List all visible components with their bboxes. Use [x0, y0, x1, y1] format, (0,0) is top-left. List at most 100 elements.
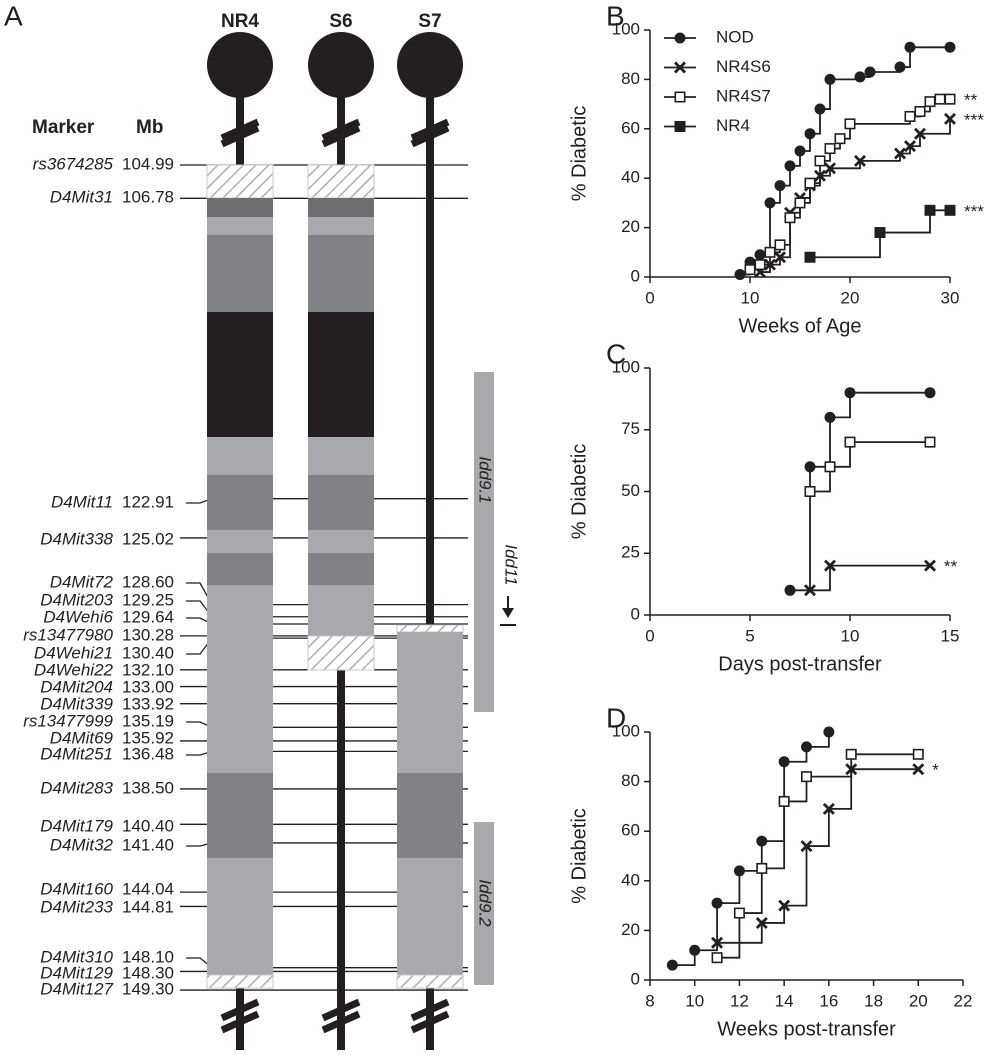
congenic-block: [307, 635, 375, 671]
step-line: [717, 753, 919, 959]
y-tick-label: 25: [621, 543, 640, 562]
point: [800, 840, 813, 853]
marker-mb: 133.00: [122, 677, 174, 696]
point: [814, 103, 826, 115]
x-axis-title: Weeks of Age: [738, 315, 861, 337]
point: [944, 112, 956, 125]
y-tick-label: 75: [621, 419, 640, 438]
congenic-block: [207, 858, 273, 975]
point: [804, 485, 816, 497]
marker-mb: 140.40: [122, 816, 174, 835]
significance: ***: [964, 110, 984, 129]
point: [756, 835, 768, 847]
x-tick-label: 16: [819, 991, 838, 1010]
marker-mb: 149.30: [122, 979, 174, 998]
break-mark: [410, 118, 450, 142]
point: [822, 802, 835, 815]
point: [778, 899, 791, 912]
marker-mb: 141.40: [122, 835, 174, 854]
point: [944, 41, 956, 53]
y-tick-label: 20: [621, 217, 640, 236]
point: [784, 160, 796, 172]
strain-label: NR4: [221, 11, 259, 32]
point: [804, 128, 816, 140]
marker-name: rs13477999: [23, 711, 113, 730]
congenic-block: [396, 974, 464, 989]
point: [854, 71, 866, 83]
break-mark: [410, 1010, 450, 1034]
x-tick-label: 0: [645, 626, 654, 645]
panel-letter: C: [606, 338, 626, 369]
point: [674, 91, 686, 103]
marker-name: D4Mit31: [50, 187, 113, 206]
point: [774, 180, 786, 192]
y-tick-label: 80: [621, 69, 640, 88]
marker-name: D4Mit69: [50, 728, 114, 747]
point: [944, 204, 956, 216]
marker-name: D4Mit310: [40, 947, 113, 966]
region-label: Idd9.2: [476, 879, 495, 927]
marker-mb: 106.78: [122, 187, 174, 206]
x-tick-label: 30: [941, 288, 960, 307]
point: [711, 952, 723, 964]
break-mark: [321, 998, 361, 1022]
marker-mb: 144.04: [122, 879, 174, 898]
break-mark: [220, 124, 260, 148]
y-tick-label: 0: [631, 969, 640, 988]
region-label: Idd9.1: [476, 456, 495, 503]
marker-name: D4Mit203: [40, 590, 113, 609]
centromere: [207, 32, 273, 98]
congenic-block: [207, 585, 273, 773]
point: [804, 584, 816, 597]
point: [824, 143, 836, 155]
point: [894, 61, 906, 73]
break-mark: [321, 1010, 361, 1034]
point: [755, 916, 768, 929]
y-tick-label: 100: [612, 357, 640, 376]
point: [845, 748, 857, 760]
point: [854, 154, 866, 167]
region-bar: [474, 372, 494, 712]
marker-mb: 125.02: [122, 529, 174, 548]
congenic-block: [308, 312, 374, 437]
congenic-block: [307, 164, 375, 199]
y-tick-label: 60: [621, 821, 640, 840]
congenic-block: [397, 773, 463, 858]
break-mark: [410, 998, 450, 1022]
legend-label: NOD: [716, 27, 754, 46]
x-tick-label: 15: [941, 626, 960, 645]
x-tick-label: 14: [775, 991, 794, 1010]
x-tick-label: 10: [841, 626, 860, 645]
point: [778, 795, 790, 807]
point: [824, 559, 836, 572]
y-tick-label: 0: [631, 266, 640, 285]
point: [844, 436, 856, 448]
point: [924, 204, 936, 216]
point: [666, 959, 678, 971]
x-tick-label: 20: [909, 991, 928, 1010]
marker-name: D4Mit32: [50, 835, 114, 854]
point: [744, 264, 756, 276]
point: [912, 763, 925, 776]
step-line: [810, 564, 930, 592]
point: [824, 461, 836, 473]
point: [934, 93, 946, 105]
point: [914, 106, 926, 118]
congenic-block: [396, 624, 464, 633]
x-tick-label: 5: [745, 626, 754, 645]
point: [914, 127, 926, 140]
point: [944, 93, 956, 105]
congenic-block: [207, 217, 273, 235]
marker-name: D4Wehi6: [43, 607, 113, 626]
significance: **: [964, 91, 978, 110]
marker-name: D4Mit339: [40, 694, 113, 713]
marker-mb: 135.19: [122, 711, 174, 730]
congenic-block: [308, 235, 374, 312]
marker-mb: 135.92: [122, 728, 174, 747]
congenic-block: [308, 553, 374, 585]
point: [844, 118, 856, 130]
marker-name: D4Mit251: [40, 744, 113, 763]
marker-mb: 148.30: [122, 963, 174, 982]
break-mark: [321, 124, 361, 148]
